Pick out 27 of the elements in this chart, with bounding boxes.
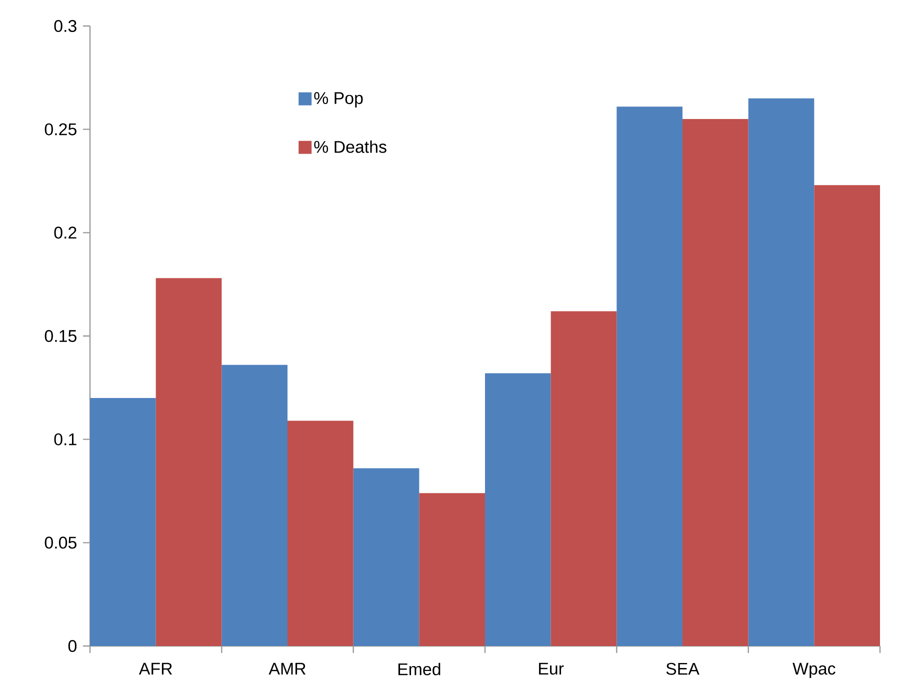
bar <box>550 311 617 646</box>
bar <box>288 420 354 646</box>
bar <box>419 493 486 646</box>
legend-label: % Deaths <box>314 140 386 153</box>
y-tick-label: 0.25 <box>44 123 76 136</box>
x-tick-label: AFR <box>138 662 172 674</box>
bar <box>353 468 420 646</box>
y-tick-label: 0.1 <box>54 433 76 446</box>
x-tick-label: Emed <box>398 662 440 676</box>
x-tick-label: AMR <box>268 662 306 674</box>
y-tick-label: 0.05 <box>44 536 76 549</box>
bar <box>616 106 683 646</box>
bar <box>156 278 222 646</box>
bar <box>485 373 551 646</box>
y-tick-label: 0.3 <box>54 20 76 32</box>
x-tick-label: SEA <box>666 662 700 675</box>
bar <box>222 364 288 646</box>
bar <box>90 398 156 646</box>
legend-label: % Pop <box>314 92 363 108</box>
bar <box>682 118 748 646</box>
bar <box>814 185 880 646</box>
x-tick-label: Wpac <box>792 662 836 678</box>
y-tick-label: 0 <box>68 640 76 652</box>
y-tick-label: 0.2 <box>54 226 76 239</box>
bar <box>748 98 814 646</box>
y-tick-label: 0.15 <box>44 330 76 342</box>
x-tick-label: Eur <box>539 662 564 675</box>
